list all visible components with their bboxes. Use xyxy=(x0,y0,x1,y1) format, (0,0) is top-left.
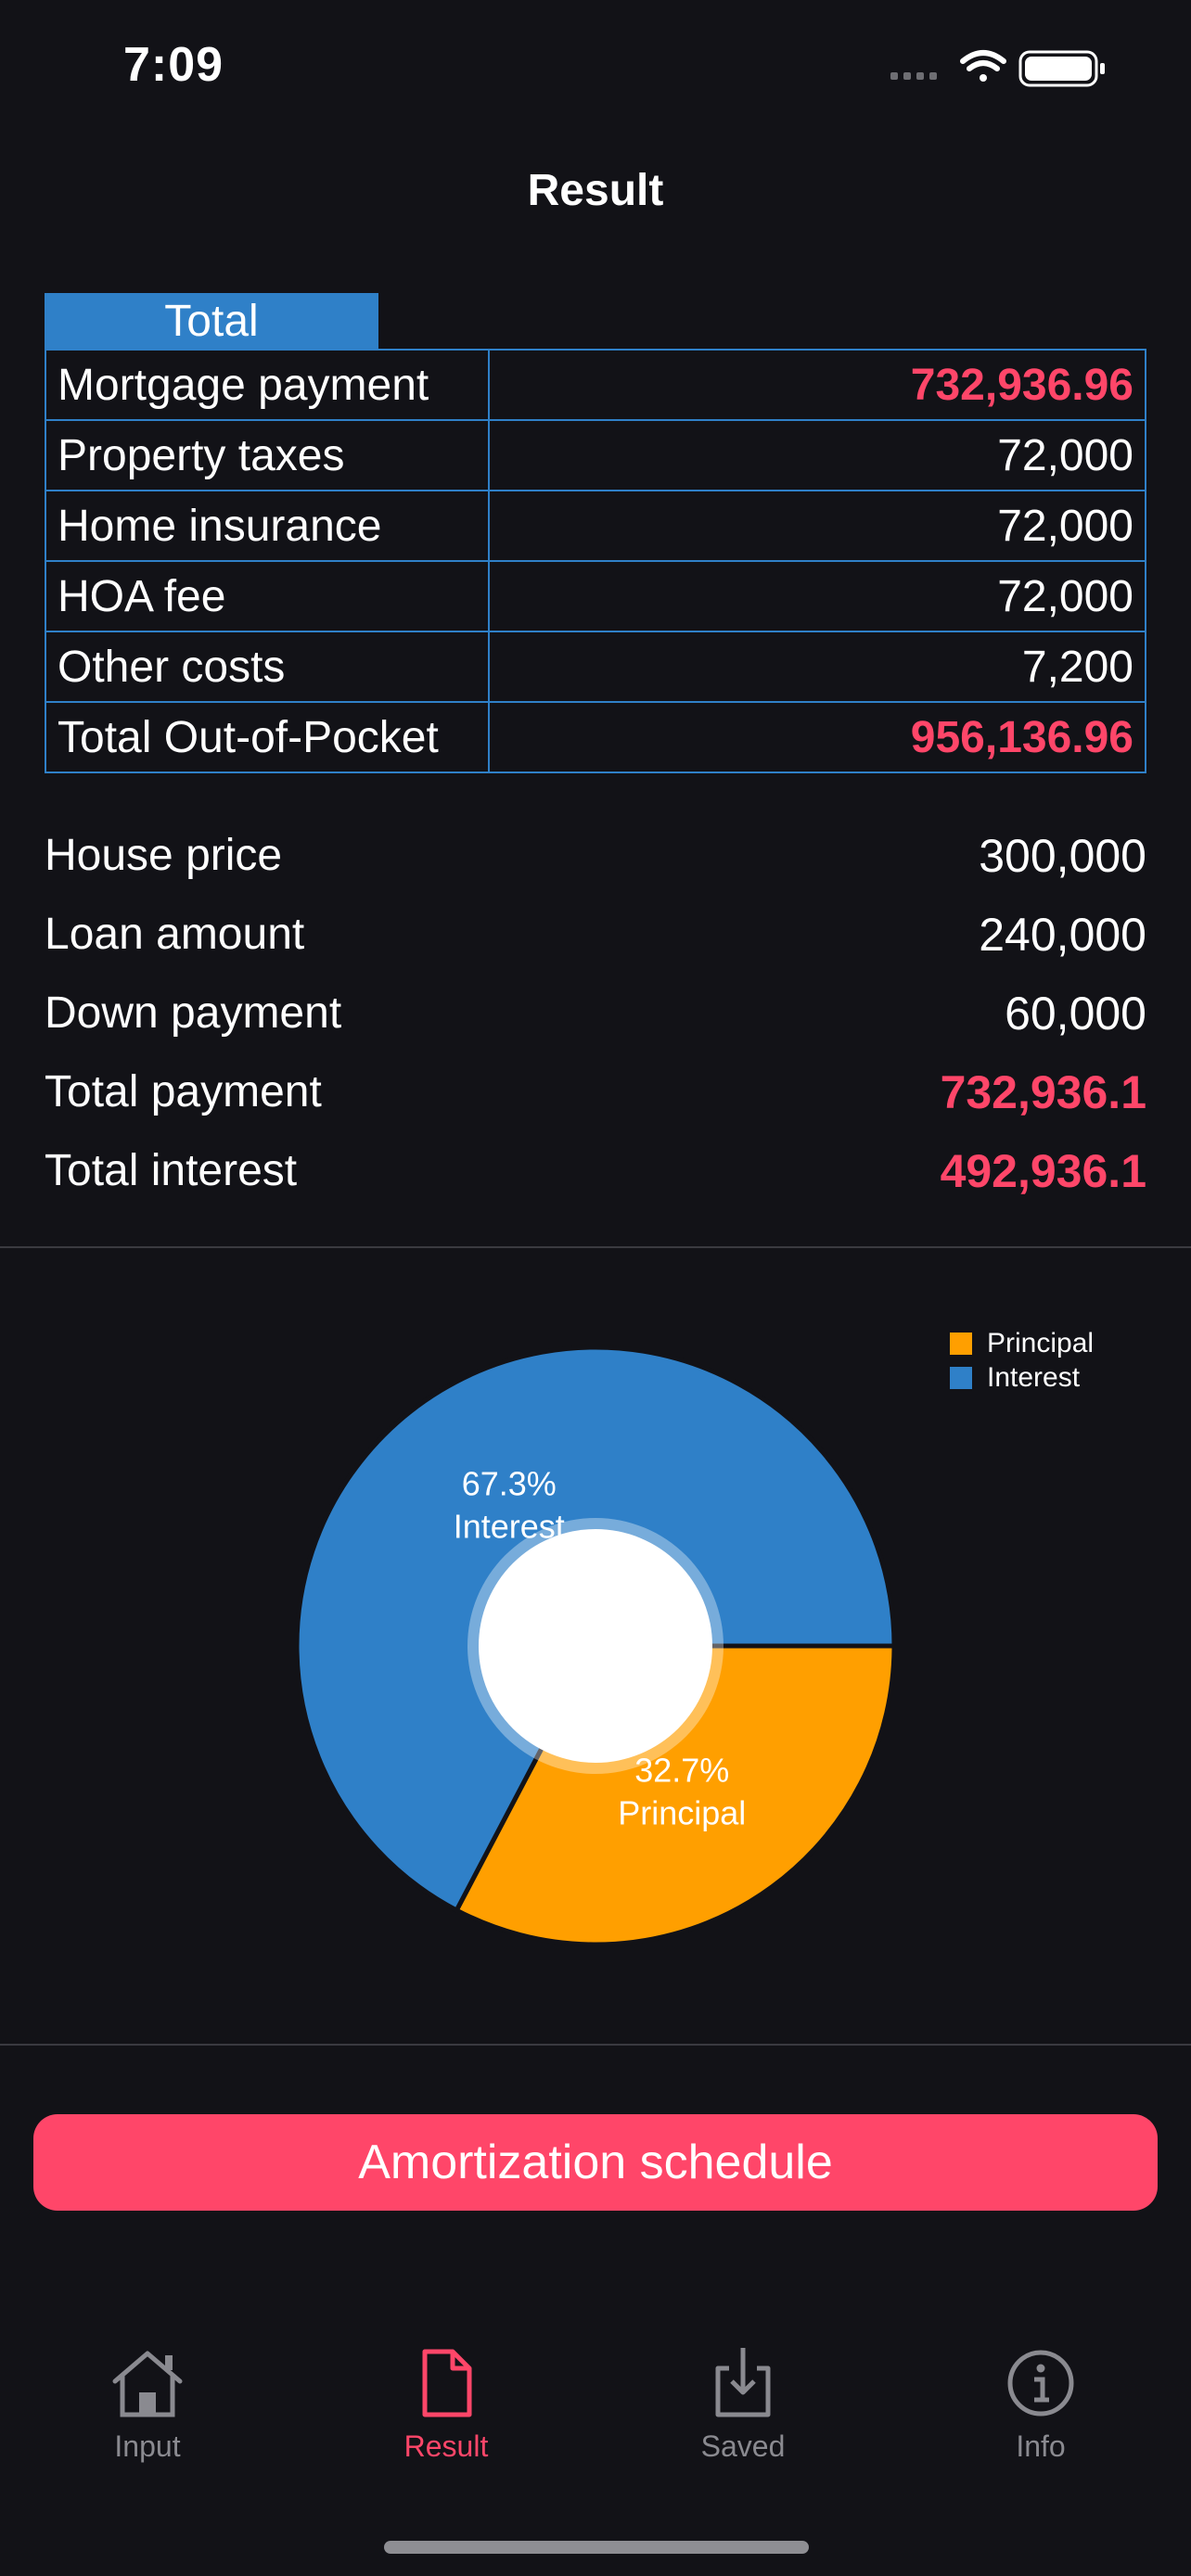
cost-label: HOA fee xyxy=(45,560,490,632)
cost-label: Home insurance xyxy=(45,490,490,562)
summary-value: 300,000 xyxy=(979,829,1146,882)
cost-label: Other costs xyxy=(45,631,490,703)
summary-label: House price xyxy=(45,831,283,880)
summary-value: 492,936.1 xyxy=(940,1144,1146,1197)
document-icon xyxy=(422,2349,472,2417)
summary-label: Total interest xyxy=(45,1146,298,1195)
cost-value: 72,000 xyxy=(488,560,1146,632)
slice-label-name: Principal xyxy=(618,1793,746,1831)
tab-label: Info xyxy=(1016,2429,1066,2463)
legend-label: Interest xyxy=(987,1361,1081,1393)
tab-input[interactable]: Input xyxy=(55,2346,240,2464)
tab-info[interactable]: Info xyxy=(948,2346,1133,2464)
summary-label: Total payment xyxy=(45,1067,322,1116)
cost-label: Mortgage payment xyxy=(45,349,490,421)
table-row: Mortgage payment 732,936.96 xyxy=(45,349,1146,421)
status-bar: 7:09 xyxy=(0,0,1191,130)
cost-value: 732,936.96 xyxy=(488,349,1146,421)
cost-value: 956,136.96 xyxy=(488,701,1146,773)
table-row: Total Out-of-Pocket 956,136.96 xyxy=(45,701,1146,773)
summary-list: House price 300,000 Loan amount 240,000 Down… xyxy=(45,816,1146,1210)
list-item: Total payment 732,936.1 xyxy=(45,1052,1146,1131)
tab-saved[interactable]: Saved xyxy=(650,2346,836,2464)
cost-value: 72,000 xyxy=(488,419,1146,491)
divider xyxy=(0,1246,1191,1248)
principal-interest-chart: 32.7% Principal 67.3% Interest xyxy=(294,1345,897,1947)
battery-icon xyxy=(1018,50,1105,87)
divider xyxy=(0,2044,1191,2046)
summary-value: 240,000 xyxy=(979,908,1146,961)
cost-value: 72,000 xyxy=(488,490,1146,562)
tab-total[interactable]: Total xyxy=(45,293,378,349)
list-item: Down payment 60,000 xyxy=(45,974,1146,1052)
table-row: Property taxes 72,000 xyxy=(45,419,1146,491)
slice-label-percent: 67.3% xyxy=(462,1465,557,1503)
legend-swatch xyxy=(950,1332,972,1355)
legend-label: Principal xyxy=(987,1327,1095,1358)
tab-label: Input xyxy=(114,2429,181,2463)
info-icon xyxy=(1007,2350,1074,2417)
tab-bar: Input Result Saved Info xyxy=(0,2346,1191,2494)
download-tray-icon xyxy=(715,2348,771,2417)
cost-table: Mortgage payment 732,936.96 Property taxes… xyxy=(45,349,1146,773)
summary-value: 732,936.1 xyxy=(940,1065,1146,1118)
status-icons xyxy=(890,50,1105,87)
slice-label-percent: 32.7% xyxy=(634,1751,729,1789)
amortization-schedule-button[interactable]: Amortization schedule xyxy=(33,2114,1158,2211)
tab-result[interactable]: Result xyxy=(353,2346,539,2464)
summary-value: 60,000 xyxy=(1005,987,1146,1039)
cost-value: 7,200 xyxy=(488,631,1146,703)
status-time: 7:09 xyxy=(123,38,224,92)
donut-hole xyxy=(479,1529,712,1763)
table-row: HOA fee 72,000 xyxy=(45,560,1146,632)
cellular-signal-icon xyxy=(890,72,937,80)
house-icon xyxy=(112,2351,183,2417)
tab-label: Result xyxy=(403,2429,489,2463)
slice-label-name: Interest xyxy=(454,1508,565,1546)
summary-label: Loan amount xyxy=(45,910,305,959)
wifi-icon xyxy=(960,50,1006,82)
legend-item: Interest xyxy=(950,1360,1094,1395)
list-item: Loan amount 240,000 xyxy=(45,895,1146,974)
chart-legend: Principal Interest xyxy=(950,1326,1094,1395)
page-title: Result xyxy=(527,166,664,215)
list-item: House price 300,000 xyxy=(45,816,1146,895)
tab-label: Saved xyxy=(700,2429,786,2463)
legend-swatch xyxy=(950,1366,972,1389)
legend-item: Principal xyxy=(950,1326,1094,1360)
list-item: Total interest 492,936.1 xyxy=(45,1131,1146,1210)
table-row: Other costs 7,200 xyxy=(45,631,1146,703)
table-row: Home insurance 72,000 xyxy=(45,490,1146,562)
summary-label: Down payment xyxy=(45,988,342,1038)
home-indicator xyxy=(384,2541,809,2554)
cost-label: Property taxes xyxy=(45,419,490,491)
cost-label: Total Out-of-Pocket xyxy=(45,701,490,773)
